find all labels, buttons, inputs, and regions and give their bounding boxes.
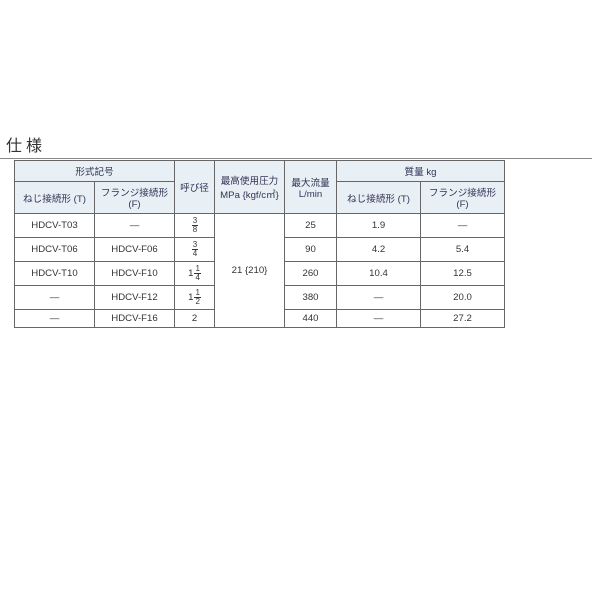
hdr-bore: 呼び径 [175,161,215,214]
cell-bore: 38 [175,214,215,238]
cell-mass-t: 1.9 [337,214,421,238]
cell-mass-f: 27.2 [421,310,505,328]
cell-bore: 114 [175,262,215,286]
cell-mass-f: — [421,214,505,238]
cell-bore: 2 [175,310,215,328]
cell-bore: 112 [175,286,215,310]
hdr-mass: 質量 kg [337,161,505,182]
hdr-flow: 最大流量 L/min [285,161,337,214]
spec-table: 形式記号 呼び径 最高使用圧力 MPa {kgf/c㎡} 最大流量 L/min … [14,160,505,328]
cell-model-f: HDCV-F12 [95,286,175,310]
cell-model-t: — [15,286,95,310]
spec-table-head: 形式記号 呼び径 最高使用圧力 MPa {kgf/c㎡} 最大流量 L/min … [15,161,505,214]
cell-flow: 260 [285,262,337,286]
page: 仕様 形式記号 呼び径 最高使用圧力 MPa {kgf/c㎡} 最大流量 L/m… [0,0,600,600]
table-row: HDCV-T03 — 38 21 {210} 25 1.9 — [15,214,505,238]
cell-flow: 440 [285,310,337,328]
cell-model-t: — [15,310,95,328]
cell-model-f: HDCV-F06 [95,238,175,262]
cell-model-f: HDCV-F16 [95,310,175,328]
cell-press: 21 {210} [215,214,285,328]
hdr-mass-t: ねじ接続形 (T) [337,182,421,214]
cell-mass-t: 10.4 [337,262,421,286]
cell-mass-t: 4.2 [337,238,421,262]
cell-model-f: HDCV-F10 [95,262,175,286]
cell-flow: 25 [285,214,337,238]
hdr-press: 最高使用圧力 MPa {kgf/c㎡} [215,161,285,214]
cell-mass-f: 5.4 [421,238,505,262]
cell-mass-t: — [337,310,421,328]
hdr-model-f: フランジ接続形 (F) [95,182,175,214]
spec-table-body: HDCV-T03 — 38 21 {210} 25 1.9 — HDCV-T06… [15,214,505,328]
cell-flow: 380 [285,286,337,310]
cell-mass-f: 12.5 [421,262,505,286]
cell-bore: 34 [175,238,215,262]
cell-flow: 90 [285,238,337,262]
section-title: 仕様 [0,130,592,159]
cell-model-t: HDCV-T10 [15,262,95,286]
hdr-model-t: ねじ接続形 (T) [15,182,95,214]
cell-model-t: HDCV-T03 [15,214,95,238]
hdr-model: 形式記号 [15,161,175,182]
hdr-mass-f: フランジ接続形 (F) [421,182,505,214]
cell-mass-t: — [337,286,421,310]
cell-mass-f: 20.0 [421,286,505,310]
cell-model-f: — [95,214,175,238]
cell-model-t: HDCV-T06 [15,238,95,262]
